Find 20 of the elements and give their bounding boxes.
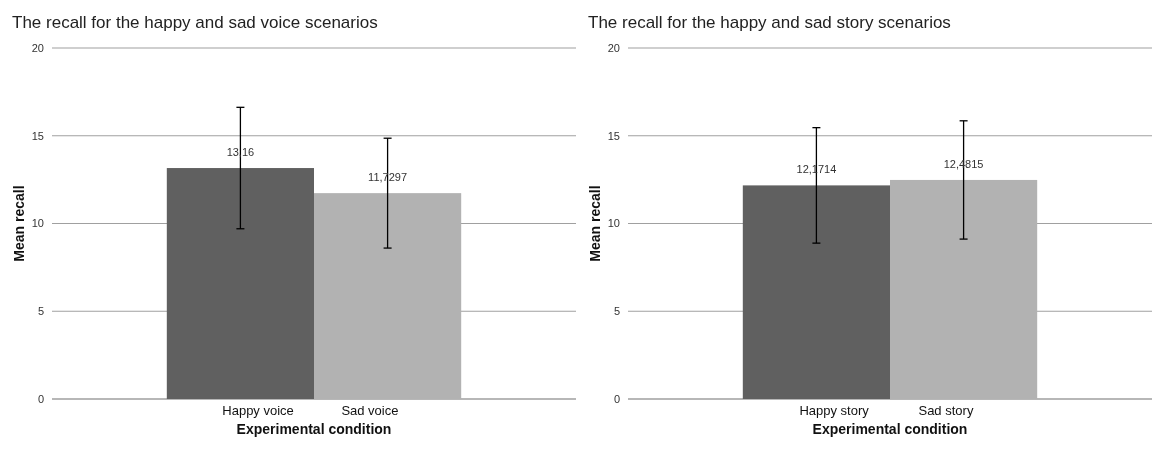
y-axis-title: Mean recall — [587, 185, 603, 262]
y-tick-label: 10 — [607, 217, 620, 230]
y-axis-title: Mean recall — [11, 185, 27, 262]
x-axis-title: Experimental condition — [812, 421, 968, 437]
y-tick-label: 10 — [31, 217, 44, 230]
y-tick-label: 20 — [607, 41, 620, 54]
y-tick-label: 0 — [613, 392, 620, 405]
y-tick-label: 20 — [31, 41, 44, 54]
chart-title: The recall for the happy and sad voice scenarios — [12, 13, 378, 32]
x-axis-title: Experimental condition — [236, 421, 392, 437]
y-tick-label: 5 — [613, 305, 620, 318]
x-tick-label: Sad voice — [341, 403, 399, 418]
y-tick-label: 5 — [37, 305, 44, 318]
x-tick-label: Happy story — [799, 403, 870, 418]
y-tick-label: 0 — [37, 392, 44, 405]
y-tick-label: 15 — [607, 129, 620, 142]
x-tick-label: Happy voice — [222, 403, 294, 418]
x-tick-label: Sad story — [918, 403, 974, 418]
chart-title: The recall for the happy and sad story scenarios — [588, 13, 951, 32]
y-tick-label: 15 — [31, 129, 44, 142]
